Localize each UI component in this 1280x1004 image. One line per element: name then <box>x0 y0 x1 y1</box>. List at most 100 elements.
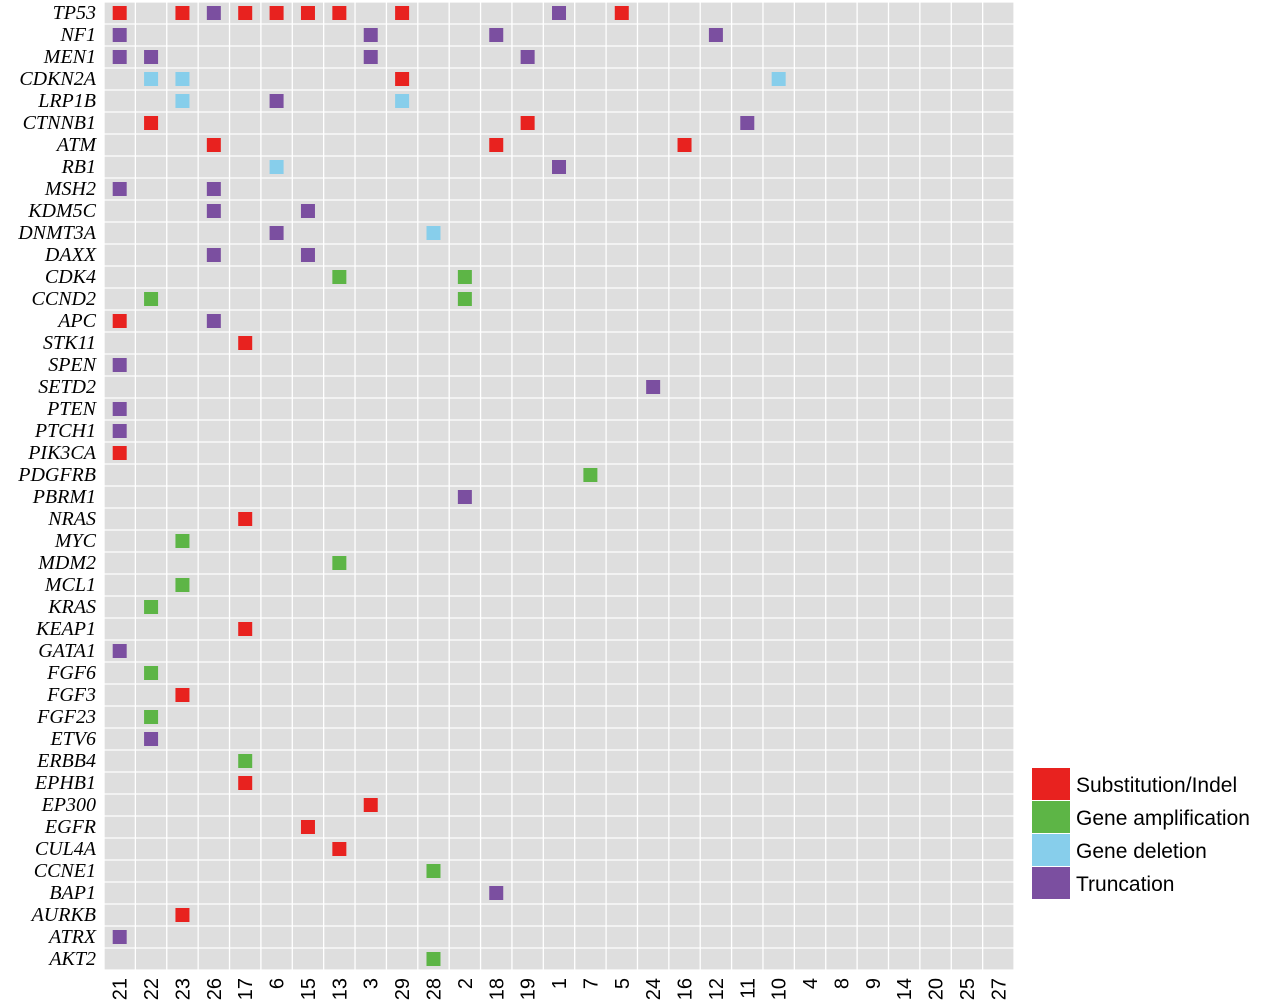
sample-label: 7 <box>580 978 602 989</box>
gene-label: FGF23 <box>36 706 96 728</box>
mutation-cell <box>144 72 159 86</box>
mutation-cell <box>238 754 253 768</box>
gene-label: EPHB1 <box>34 772 96 794</box>
sample-axis-labels: 21 22 23 26 17 6 15 13 3 29 28 2 18 19 1 7 5 24 16 12 11 10 4 8… <box>110 978 1011 1000</box>
mutation-cell <box>332 270 347 284</box>
mutation-cell <box>206 138 221 152</box>
mutation-cell <box>269 94 284 108</box>
sample-label: 18 <box>486 978 508 1000</box>
gene-label: MYC <box>54 530 97 552</box>
mutation-cell <box>269 160 284 174</box>
mutation-cell <box>112 402 127 416</box>
sample-label: 4 <box>800 978 822 989</box>
legend-label: Substitution/Indel <box>1076 774 1237 797</box>
sample-label: 5 <box>612 978 634 989</box>
mutation-cell <box>395 6 410 20</box>
mutation-cell <box>520 116 535 130</box>
gene-label: EP300 <box>41 794 96 816</box>
mutation-cell <box>269 226 284 240</box>
sample-label: 22 <box>141 978 163 1000</box>
gene-label: LRP1B <box>37 90 96 112</box>
gene-label: PBRM1 <box>32 486 96 508</box>
sample-label: 11 <box>737 978 759 999</box>
gene-label: KEAP1 <box>35 618 96 640</box>
mutation-cell <box>457 270 472 284</box>
legend-swatch <box>1032 768 1070 800</box>
gene-label: KRAS <box>47 596 96 618</box>
mutation-cell <box>395 94 410 108</box>
mutation-cell <box>269 6 284 20</box>
gene-label: MDM2 <box>37 552 96 574</box>
mutation-cell <box>206 248 221 262</box>
mutation-cell <box>300 248 315 262</box>
mutation-cell <box>238 6 253 20</box>
mutation-cell <box>583 468 598 482</box>
mutation-cell <box>112 28 127 42</box>
mutation-cell <box>238 336 253 350</box>
sample-label: 29 <box>392 978 414 1000</box>
mutation-cell <box>206 204 221 218</box>
legend-swatch <box>1032 834 1070 866</box>
mutation-cell <box>206 6 221 20</box>
mutation-cell <box>552 6 567 20</box>
mutation-cell <box>175 94 190 108</box>
mutation-cell <box>144 666 159 680</box>
mutation-cell <box>395 72 410 86</box>
mutation-cell <box>740 116 755 130</box>
gene-label: CDKN2A <box>19 68 96 90</box>
gene-label: ATM <box>55 134 98 156</box>
mutation-cell <box>552 160 567 174</box>
gene-label: GATA1 <box>38 640 96 662</box>
mutation-cell <box>646 380 661 394</box>
gene-label: BAP1 <box>49 882 96 904</box>
mutation-cell <box>112 182 127 196</box>
mutation-cell <box>112 644 127 658</box>
mutation-cell <box>363 50 378 64</box>
gene-label: AURKB <box>30 904 96 926</box>
legend-swatch <box>1032 867 1070 899</box>
mutation-cell <box>112 424 127 438</box>
gene-label: MCL1 <box>44 574 96 596</box>
mutation-cell <box>489 138 504 152</box>
gene-axis-labels: TP53NF1MEN1CDKN2ALRP1BCTNNB1ATMRB1MSH2KD… <box>17 2 97 970</box>
mutation-cell <box>175 534 190 548</box>
sample-label: 3 <box>361 978 383 989</box>
mutation-cell <box>144 732 159 746</box>
sample-label: 16 <box>675 978 697 1000</box>
mutation-cell <box>144 116 159 130</box>
mutation-cell <box>614 6 629 20</box>
sample-label: 1 <box>549 978 571 989</box>
gene-label: ATRX <box>47 926 97 948</box>
gene-label: NRAS <box>47 508 96 530</box>
mutation-cell <box>206 314 221 328</box>
sample-label: 27 <box>988 978 1010 1000</box>
mutation-cells <box>112 6 786 966</box>
gene-label: RB1 <box>61 156 96 178</box>
sample-label: 21 <box>110 978 132 1000</box>
gene-label: ERBB4 <box>36 750 96 772</box>
sample-label: 13 <box>329 978 351 1000</box>
mutation-cell <box>144 710 159 724</box>
sample-label: 25 <box>957 978 979 1000</box>
sample-label: 12 <box>706 978 728 1000</box>
sample-label: 8 <box>831 978 853 989</box>
gene-label: EGFR <box>44 816 96 838</box>
sample-label: 26 <box>204 978 226 1000</box>
gene-label: PTEN <box>46 398 98 420</box>
mutation-cell <box>457 490 472 504</box>
mutation-cell <box>112 358 127 372</box>
sample-label: 24 <box>643 978 665 1000</box>
mutation-cell <box>112 446 127 460</box>
gene-label: CCND2 <box>32 288 96 310</box>
gene-label: TP53 <box>53 2 96 24</box>
legend-label: Truncation <box>1076 873 1174 896</box>
sample-label: 6 <box>267 978 289 989</box>
mutation-cell <box>363 798 378 812</box>
mutation-cell <box>206 182 221 196</box>
mutation-cell <box>300 6 315 20</box>
gene-label: MEN1 <box>43 46 96 68</box>
mutation-cell <box>332 6 347 20</box>
legend-label: Gene deletion <box>1076 840 1207 863</box>
sample-label: 9 <box>863 978 885 989</box>
gene-label: KDM5C <box>27 200 96 222</box>
